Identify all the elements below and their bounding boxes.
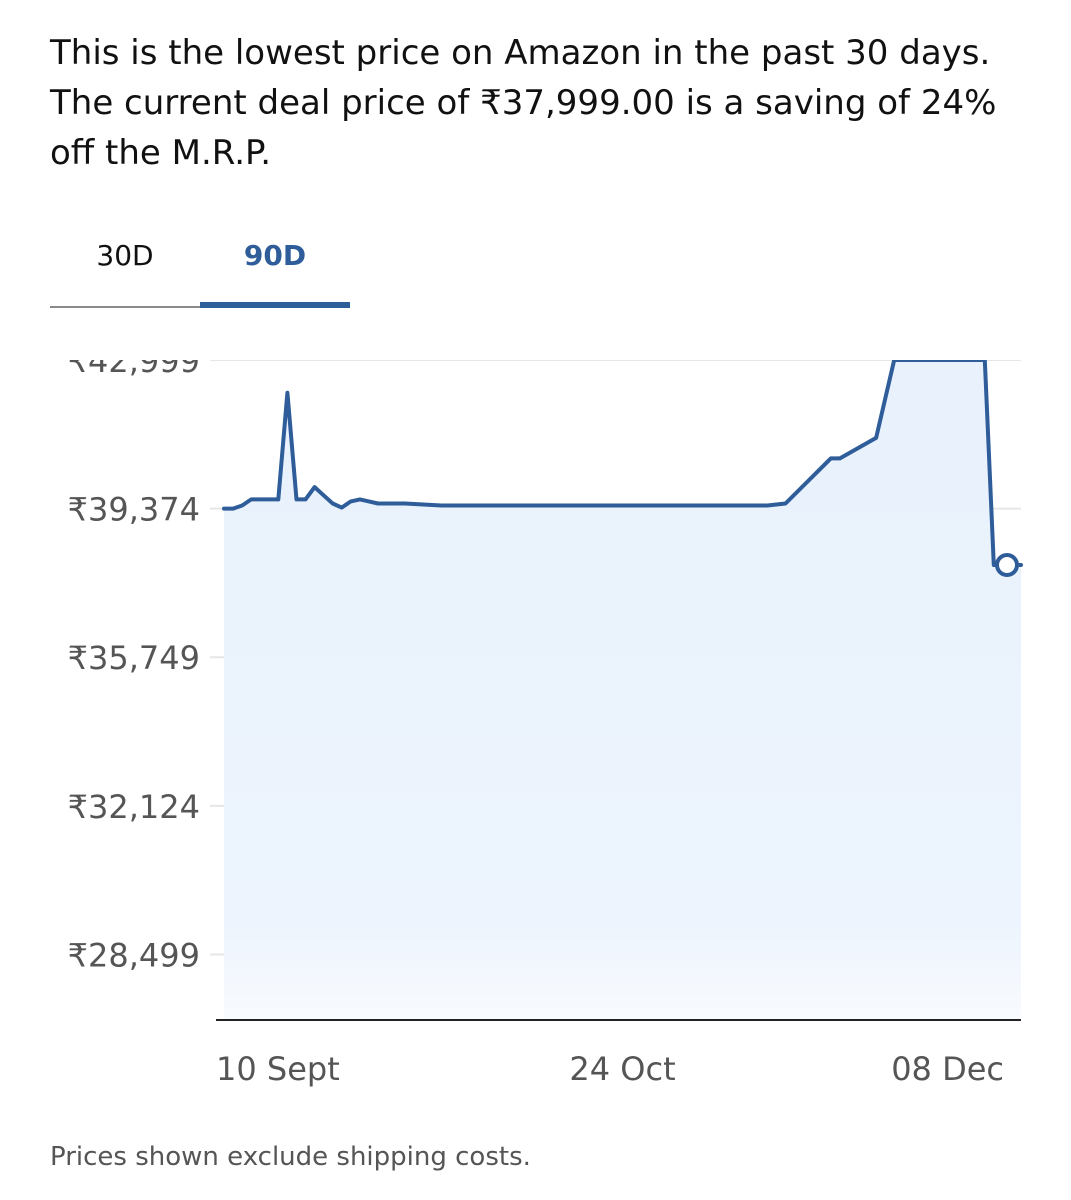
x-axis-labels: 10 Sept 24 Oct 08 Dec xyxy=(216,1050,1004,1088)
price-history-chart: ₹42,999 ₹39,374 ₹35,749 ₹32,124 ₹28,499 10 S… xyxy=(68,360,1023,1088)
y-tick-label: ₹39,374 xyxy=(68,491,200,529)
summary-line-3: off the M.R.P. xyxy=(50,133,272,173)
x-tick-label: 08 Dec xyxy=(891,1050,1004,1088)
summary-line-1: This is the lowest price on Amazon in th… xyxy=(50,33,991,73)
tab-90d-label: 90D xyxy=(243,239,307,272)
y-tick-label: ₹28,499 xyxy=(68,936,200,974)
y-axis-labels: ₹42,999 ₹39,374 ₹35,749 ₹32,124 ₹28,499 xyxy=(68,360,200,974)
range-tabs: 30D 90D xyxy=(50,228,350,310)
price-summary: This is the lowest price on Amazon in th… xyxy=(50,28,1040,178)
tab-30d[interactable]: 30D xyxy=(50,228,200,308)
y-tick-label: ₹42,999 xyxy=(68,360,200,380)
x-tick-label: 24 Oct xyxy=(569,1050,675,1088)
tab-30d-label: 30D xyxy=(96,239,154,272)
price-area xyxy=(224,360,1021,1020)
x-tick-label: 10 Sept xyxy=(216,1050,340,1088)
y-tick-label: ₹32,124 xyxy=(68,788,200,826)
current-price-marker[interactable] xyxy=(995,553,1019,578)
shipping-footnote: Prices shown exclude shipping costs. xyxy=(50,1142,531,1172)
selected-tab-indicator xyxy=(200,302,350,308)
tab-90d[interactable]: 90D xyxy=(200,228,350,308)
price-line xyxy=(222,360,1023,567)
y-tick-label: ₹35,749 xyxy=(68,639,200,677)
summary-line-2: The current deal price of ₹37,999.00 is … xyxy=(50,83,997,123)
